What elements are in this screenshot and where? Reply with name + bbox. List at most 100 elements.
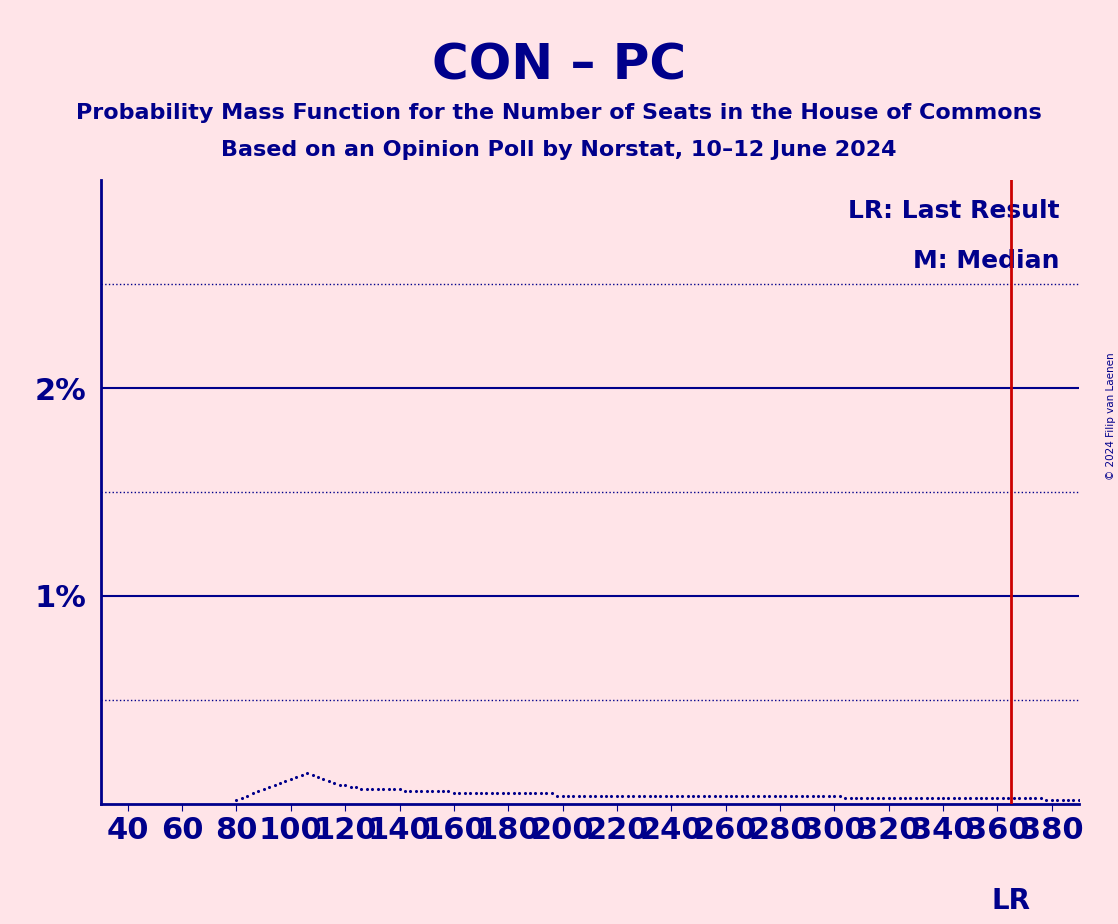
Point bbox=[325, 776, 343, 791]
Point bbox=[842, 790, 860, 805]
Point bbox=[1015, 790, 1033, 805]
Point bbox=[945, 790, 963, 805]
Point bbox=[972, 790, 989, 805]
Point bbox=[885, 790, 903, 805]
Point bbox=[369, 782, 387, 796]
Point bbox=[994, 790, 1012, 805]
Point bbox=[819, 788, 837, 803]
Point bbox=[614, 788, 632, 803]
Point bbox=[858, 790, 875, 805]
Point bbox=[375, 782, 392, 796]
Point bbox=[863, 790, 881, 805]
Text: © 2024 Filip van Laenen: © 2024 Filip van Laenen bbox=[1106, 352, 1116, 480]
Point bbox=[923, 790, 941, 805]
Point bbox=[1005, 790, 1023, 805]
Point bbox=[977, 790, 995, 805]
Point bbox=[1011, 790, 1029, 805]
Point bbox=[293, 767, 311, 782]
Point bbox=[1038, 792, 1055, 808]
Point bbox=[743, 788, 761, 803]
Point bbox=[918, 790, 936, 805]
Point bbox=[934, 790, 951, 805]
Point bbox=[320, 773, 338, 788]
Point bbox=[793, 788, 811, 803]
Text: LR: LR bbox=[992, 887, 1031, 915]
Point bbox=[276, 773, 294, 788]
Point bbox=[988, 790, 1006, 805]
Point bbox=[380, 782, 398, 796]
Point bbox=[673, 788, 691, 803]
Point bbox=[641, 788, 659, 803]
Point bbox=[722, 788, 740, 803]
Point bbox=[413, 784, 430, 798]
Point bbox=[907, 790, 925, 805]
Point bbox=[434, 784, 452, 798]
Point bbox=[603, 788, 620, 803]
Point bbox=[733, 788, 751, 803]
Point bbox=[337, 778, 354, 793]
Point bbox=[390, 782, 408, 796]
Point bbox=[728, 788, 746, 803]
Point bbox=[255, 782, 273, 796]
Point bbox=[787, 788, 805, 803]
Point bbox=[798, 788, 816, 803]
Point bbox=[466, 786, 484, 801]
Point bbox=[576, 788, 594, 803]
Point bbox=[456, 786, 474, 801]
Point bbox=[657, 788, 675, 803]
Point bbox=[401, 784, 419, 798]
Point bbox=[439, 784, 457, 798]
Point bbox=[1070, 792, 1088, 808]
Point bbox=[624, 788, 642, 803]
Point bbox=[929, 790, 947, 805]
Text: Probability Mass Function for the Number of Seats in the House of Commons: Probability Mass Function for the Number… bbox=[76, 103, 1042, 124]
Point bbox=[684, 788, 702, 803]
Point bbox=[825, 788, 843, 803]
Point bbox=[662, 788, 680, 803]
Point bbox=[999, 790, 1017, 805]
Point bbox=[1049, 792, 1067, 808]
Point bbox=[853, 790, 871, 805]
Point bbox=[912, 790, 930, 805]
Point bbox=[249, 784, 267, 798]
Point bbox=[1064, 792, 1082, 808]
Point bbox=[418, 784, 436, 798]
Point bbox=[956, 790, 974, 805]
Point bbox=[711, 788, 729, 803]
Point bbox=[424, 784, 442, 798]
Point bbox=[244, 786, 262, 801]
Point bbox=[591, 788, 609, 803]
Point bbox=[342, 780, 360, 795]
Point bbox=[961, 790, 979, 805]
Point bbox=[228, 792, 246, 808]
Point bbox=[352, 782, 370, 796]
Point bbox=[407, 784, 425, 798]
Point bbox=[1032, 790, 1050, 805]
Point bbox=[396, 784, 414, 798]
Point bbox=[472, 786, 490, 801]
Point bbox=[939, 790, 957, 805]
Point bbox=[510, 786, 528, 801]
Point bbox=[314, 772, 332, 786]
Point bbox=[489, 786, 506, 801]
Point bbox=[527, 786, 544, 801]
Point bbox=[983, 790, 1001, 805]
Text: Based on an Opinion Poll by Norstat, 10–12 June 2024: Based on an Opinion Poll by Norstat, 10–… bbox=[221, 140, 897, 161]
Point bbox=[515, 786, 533, 801]
Point bbox=[781, 788, 799, 803]
Point bbox=[363, 782, 381, 796]
Point bbox=[717, 788, 735, 803]
Text: CON – PC: CON – PC bbox=[432, 42, 686, 90]
Point bbox=[597, 788, 615, 803]
Point bbox=[233, 790, 250, 805]
Point bbox=[771, 788, 789, 803]
Point bbox=[831, 788, 849, 803]
Point bbox=[331, 778, 349, 793]
Point bbox=[428, 784, 446, 798]
Point bbox=[967, 790, 985, 805]
Point bbox=[282, 772, 300, 786]
Point bbox=[695, 788, 713, 803]
Point bbox=[542, 786, 560, 801]
Point bbox=[538, 786, 556, 801]
Point bbox=[635, 788, 653, 803]
